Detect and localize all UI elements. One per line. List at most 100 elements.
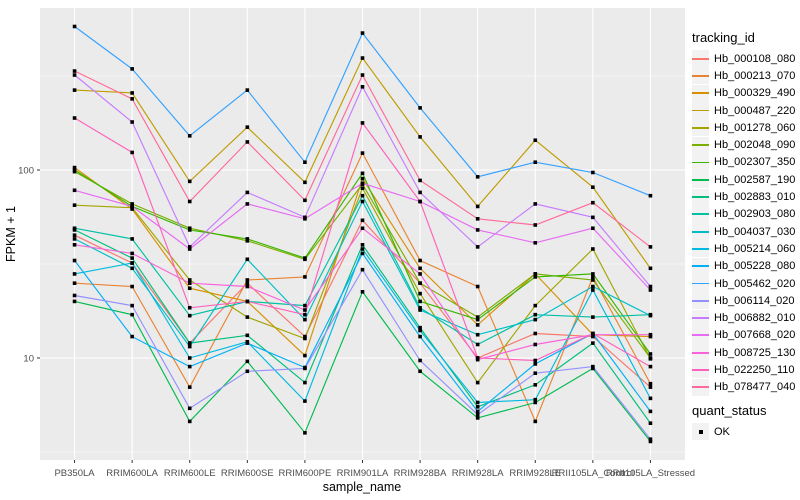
legend-line-icon [692, 265, 709, 268]
data-point-marker [360, 176, 365, 181]
data-point-marker [360, 289, 365, 294]
data-point-marker [303, 353, 307, 358]
legend-line-icon [692, 317, 709, 319]
data-point-marker [303, 303, 307, 308]
color-legend-title: tracking_id [692, 30, 755, 45]
data-point-marker [130, 237, 134, 241]
legend-item: Hb_005214_060 [692, 240, 800, 258]
data-point-marker [360, 31, 365, 35]
legend-key [692, 223, 709, 241]
y-axis-title: FPKM + 1 [4, 206, 18, 262]
data-point-marker [187, 245, 192, 249]
data-point-marker [418, 178, 422, 183]
data-point-marker [245, 125, 250, 129]
legend-label: Hb_002903_080 [714, 208, 796, 221]
data-point-marker [72, 237, 77, 241]
data-point-marker [648, 334, 653, 339]
legend-key [692, 344, 709, 362]
data-point-marker [533, 138, 538, 143]
data-point-marker [648, 352, 653, 356]
x-tick-label: RRIM600LA [106, 468, 158, 479]
data-point-marker [475, 217, 480, 221]
data-point-marker [187, 179, 192, 184]
data-point-marker [475, 409, 480, 414]
legend-line-icon [692, 57, 709, 60]
data-point-marker [130, 266, 134, 271]
legend-line-icon [692, 213, 709, 216]
x-tick-label: RRIM928BA [394, 468, 447, 479]
data-point-marker [187, 406, 192, 411]
data-point-marker [187, 341, 192, 345]
data-point-marker [187, 247, 192, 251]
legend-item: Hb_002307_350 [692, 153, 800, 171]
data-point-marker [418, 308, 422, 312]
legend-line-icon [692, 196, 709, 198]
data-point-marker [475, 175, 480, 179]
data-point-marker [475, 400, 480, 405]
data-point-marker [245, 369, 250, 374]
legend-item: Hb_000487_220 [692, 102, 800, 120]
data-point-marker [130, 150, 134, 155]
data-point-marker [245, 237, 250, 241]
legend-item: Hb_002587_190 [692, 171, 800, 189]
data-point-marker [648, 313, 653, 318]
data-point-marker [591, 170, 595, 175]
legend-label: Hb_007668_020 [714, 329, 796, 342]
data-point-marker [418, 281, 422, 285]
data-point-marker [418, 291, 422, 296]
data-point-marker [648, 396, 653, 401]
data-point-marker [303, 380, 307, 385]
data-point-marker [187, 281, 192, 285]
data-point-marker [648, 381, 653, 386]
data-point-marker [591, 272, 595, 276]
data-point-marker [475, 245, 480, 249]
data-point-marker [187, 305, 192, 310]
data-point-marker [418, 325, 422, 330]
data-point-marker [130, 202, 134, 206]
legend-label: Hb_005228_080 [714, 260, 796, 273]
data-point-marker [360, 267, 365, 272]
data-point-marker [245, 190, 250, 195]
data-point-marker [360, 121, 365, 125]
data-point-marker [591, 315, 595, 319]
data-point-marker [418, 258, 422, 263]
data-point-marker [475, 380, 480, 385]
legend-label: Hb_002587_190 [714, 173, 796, 186]
data-point-marker [245, 278, 250, 282]
data-point-marker [245, 239, 250, 243]
data-point-marker [187, 228, 192, 232]
data-point-marker [303, 256, 307, 260]
y-tick-label: 100 [18, 166, 34, 177]
x-tick-label: PB350LA [54, 468, 95, 479]
data-point-marker [475, 204, 480, 209]
legend-key [692, 153, 709, 171]
legend-key [692, 275, 709, 292]
legend-item: Hb_022250_110 [692, 361, 800, 379]
legend-item-ok: OK [692, 423, 800, 441]
legend-key [692, 67, 709, 85]
data-point-marker [130, 256, 134, 260]
data-point-marker [418, 369, 422, 374]
data-point-marker [187, 134, 192, 138]
legend: tracking_id Hb_000108_080 Hb_000213_070 Hb… [692, 30, 800, 441]
legend-item: Hb_004037_030 [692, 223, 800, 241]
data-point-marker [72, 233, 77, 237]
data-point-marker [418, 190, 422, 195]
legend-item: Hb_006114_020 [692, 292, 800, 310]
legend-label: Hb_005214_060 [714, 242, 796, 255]
legend-label: Hb_002883_010 [714, 191, 796, 204]
data-point-marker [130, 120, 134, 124]
data-point-marker [475, 405, 480, 409]
x-axis-title: sample_name [323, 480, 402, 494]
data-point-marker [591, 185, 595, 190]
data-point-marker [72, 258, 77, 263]
legend-key-square [692, 423, 709, 441]
legend-key [692, 84, 709, 102]
data-point-marker [533, 223, 538, 227]
data-point-marker [648, 193, 653, 198]
data-point-marker [360, 199, 365, 204]
data-point-marker [72, 272, 77, 276]
data-point-marker [591, 275, 595, 279]
data-point-marker [418, 106, 422, 110]
